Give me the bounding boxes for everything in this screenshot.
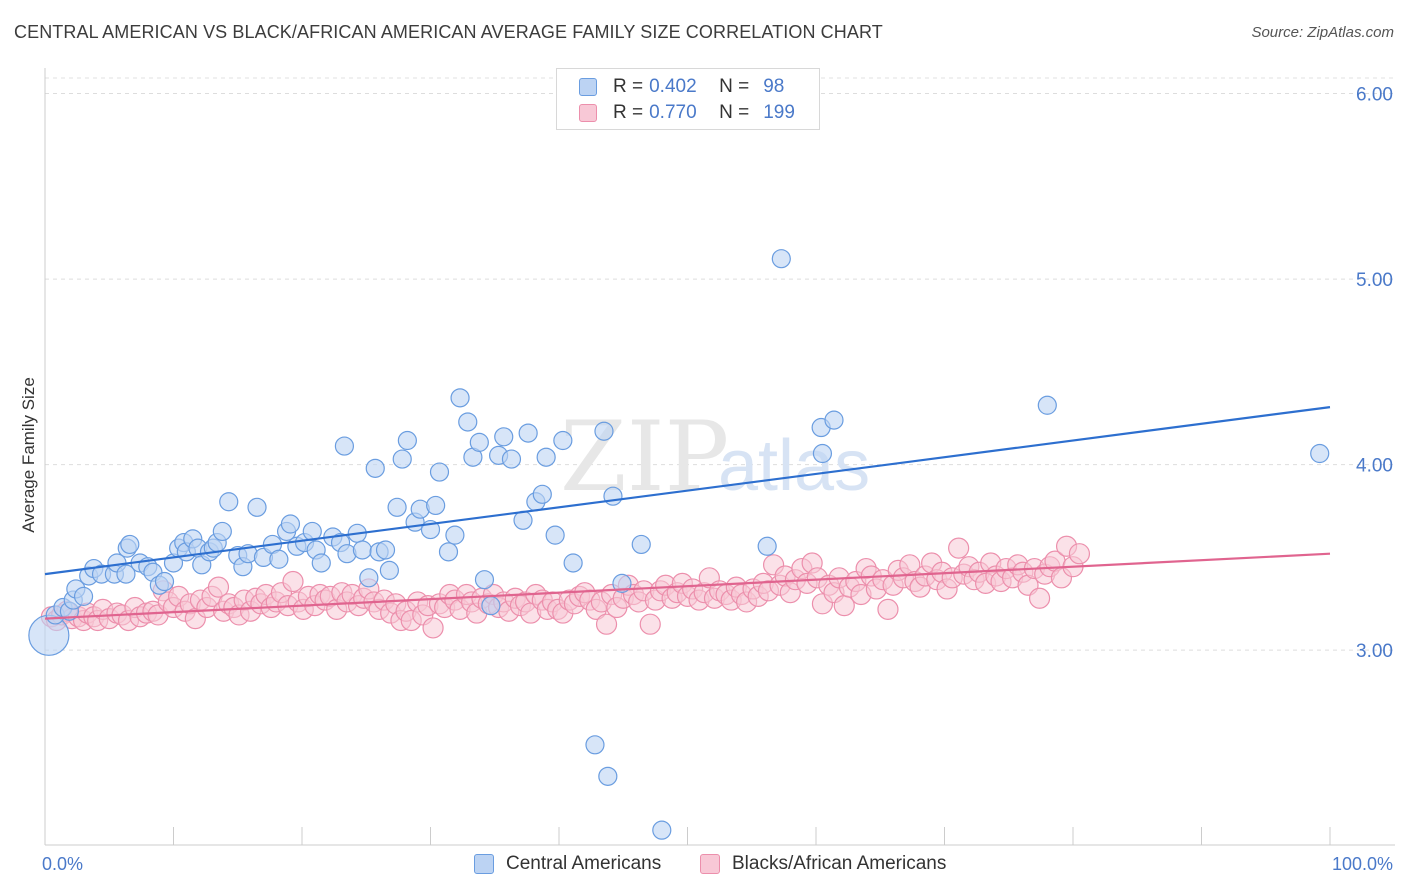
blue-point	[513, 510, 533, 530]
blue-point	[269, 549, 289, 569]
blue-point	[352, 540, 372, 560]
blue-point	[757, 536, 777, 556]
blue-point	[532, 484, 552, 504]
x-tick-label-start: 0.0%	[42, 854, 83, 874]
blue-point	[280, 514, 301, 534]
watermark-zip: ZIP	[560, 401, 729, 513]
trend-lines	[44, 406, 1331, 620]
blue-point	[154, 571, 175, 592]
blue-point	[387, 497, 407, 517]
legend-r-label: R =	[613, 102, 644, 123]
blue-point	[450, 388, 470, 408]
y-tick-label: 4.00	[1356, 456, 1393, 477]
blue-point	[1310, 443, 1330, 464]
blue-point	[426, 495, 446, 516]
blue-point	[392, 449, 412, 469]
pink-point	[877, 598, 899, 620]
blue-point	[603, 486, 623, 506]
y-axis-label: Average Family Size	[19, 377, 38, 533]
blue-point	[73, 586, 94, 606]
blue-point	[1037, 395, 1057, 415]
bottom-legend-swatch-pink	[700, 854, 720, 874]
blue-point	[375, 540, 396, 560]
blue-point	[612, 573, 632, 593]
blue-point	[438, 542, 459, 562]
blue-point	[501, 449, 522, 469]
trend-line-central-americans	[44, 406, 1331, 576]
blue-point	[212, 521, 232, 542]
legend-row-central-americans: R = 0.402 N = 98	[579, 74, 784, 100]
blue-point	[474, 570, 495, 590]
y-tick-label: 3.00	[1356, 641, 1393, 662]
blue-point	[481, 596, 501, 616]
bottom-legend-label: Blacks/African Americans	[732, 853, 947, 874]
legend-r-value: 0.402	[649, 76, 697, 97]
pink-point	[948, 537, 970, 559]
blue-point	[379, 560, 399, 580]
x-tick-label-end: 100.0%	[1332, 854, 1393, 874]
chart-title: CENTRAL AMERICAN VS BLACK/AFRICAN AMERIC…	[14, 22, 883, 42]
blue-point	[631, 534, 651, 555]
legend-n-label: N =	[719, 76, 750, 97]
blue-point	[429, 462, 450, 482]
bottom-legend-swatch-blue	[474, 854, 494, 874]
pink-point	[207, 576, 230, 598]
pink-point	[1028, 587, 1051, 609]
blue-point	[598, 766, 618, 786]
blue-point	[585, 735, 605, 755]
watermark: ZIP atlas	[560, 401, 870, 513]
blue-point	[594, 421, 614, 441]
blue-point	[518, 423, 538, 443]
legend-r-value: 0.770	[649, 102, 697, 123]
blue-point	[458, 412, 478, 432]
blue-point	[365, 458, 385, 478]
bottom-legend-label: Central Americans	[506, 853, 662, 874]
blue-point	[812, 443, 833, 464]
blue-point	[311, 553, 331, 573]
blue-point	[771, 249, 791, 269]
blue-point	[247, 497, 267, 517]
legend-box: R = 0.402 N = 98 R = 0.770 N = 199	[556, 68, 820, 130]
legend-row-blacks-african-americans: R = 0.770 N = 199	[579, 100, 795, 126]
pink-point	[595, 613, 618, 635]
trend-line-blacks-african-americans	[44, 552, 1331, 620]
blue-point	[219, 492, 239, 512]
legend-r-label: R =	[613, 76, 644, 97]
legend-swatch-pink	[579, 104, 597, 122]
axes	[44, 68, 1395, 846]
blue-point	[494, 427, 514, 447]
blue-point	[397, 430, 417, 451]
blue-point	[652, 820, 672, 840]
y-tick-label: 5.00	[1356, 270, 1393, 291]
blue-point	[545, 525, 565, 545]
blue-point	[563, 553, 583, 573]
pink-point	[1068, 543, 1091, 565]
blue-point	[359, 568, 379, 588]
pink-point	[422, 617, 444, 639]
tick-labels: 3.00 4.00 5.00 6.00 0.0% 100.0%	[42, 85, 1393, 874]
series-central-americans	[28, 249, 1330, 840]
y-tick-label: 6.00	[1356, 85, 1393, 106]
pink-point	[282, 570, 304, 593]
bottom-legend-central-americans: Central Americans	[474, 851, 661, 877]
blue-point	[116, 564, 136, 584]
bottom-legend-blacks-african-americans: Blacks/African Americans	[700, 851, 946, 877]
legend-swatch-blue	[579, 78, 597, 96]
blue-point	[536, 447, 556, 467]
pink-point	[639, 613, 661, 635]
legend-n-value: 199	[763, 102, 795, 123]
blue-point	[553, 430, 573, 451]
blue-point	[469, 432, 489, 452]
source-label: Source: ZipAtlas.com	[1251, 24, 1394, 41]
blue-point	[445, 525, 465, 545]
legend-n-label: N =	[719, 102, 750, 123]
blue-point	[334, 436, 355, 456]
legend-n-value: 98	[763, 76, 785, 97]
blue-point	[120, 534, 140, 555]
blue-point	[824, 410, 844, 430]
watermark-atlas: atlas	[718, 426, 870, 506]
